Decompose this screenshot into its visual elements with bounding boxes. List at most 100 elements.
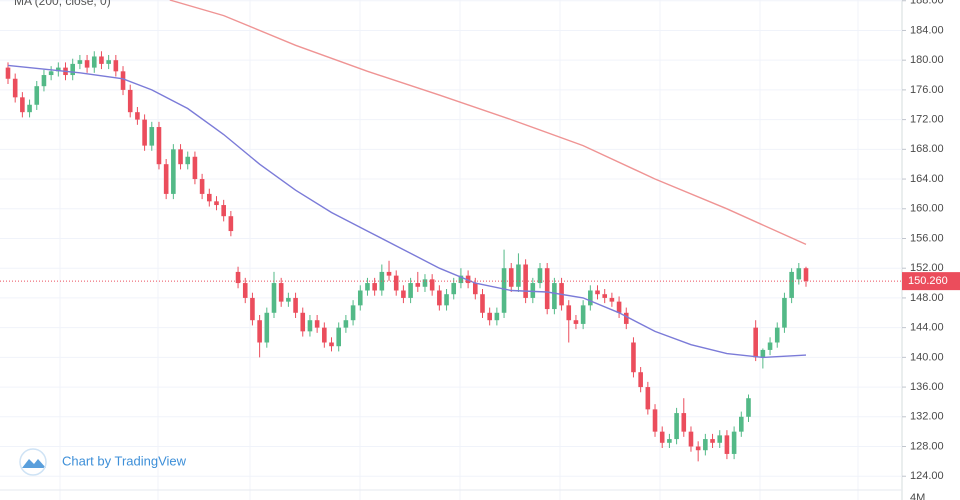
candle-body	[703, 439, 708, 451]
candle-body	[185, 156, 191, 165]
y-tick-label: 124.00	[910, 470, 944, 482]
candle-body	[264, 312, 270, 343]
candle-body	[372, 283, 377, 291]
plot	[0, 0, 902, 477]
candle-body	[422, 279, 428, 287]
candle-body	[494, 312, 500, 321]
candle-body	[566, 305, 572, 321]
logo-icon	[22, 459, 46, 468]
y-tick-label: 140.00	[910, 351, 944, 363]
candle-body	[544, 268, 550, 310]
y-tick-label: 160.00	[910, 203, 944, 215]
candle-body	[314, 320, 320, 328]
candle-body	[602, 294, 608, 298]
candle-body	[458, 275, 464, 284]
candle-body	[501, 268, 507, 313]
candle-body	[149, 127, 155, 146]
indicator-label: MA (200, close, 0)	[14, 0, 111, 8]
candle-body	[221, 205, 226, 217]
candle-body	[681, 413, 687, 432]
y-tick-label: 188.00	[910, 0, 944, 7]
candle-body	[113, 60, 119, 72]
candle-body	[336, 327, 342, 347]
y-tick-label: 176.00	[910, 84, 944, 96]
candle-body	[5, 67, 11, 79]
candle-body	[753, 327, 758, 358]
candle-body	[163, 164, 169, 194]
candle-body	[365, 283, 370, 291]
candle-body	[652, 409, 658, 432]
candle-body	[573, 320, 579, 324]
candle-body	[767, 342, 773, 350]
candle-body	[84, 60, 90, 68]
watermark: Chart by TradingView	[19, 448, 187, 476]
candle-body	[228, 216, 234, 232]
candle-body	[127, 89, 133, 113]
candle-body	[300, 312, 306, 332]
candle-body	[530, 283, 536, 298]
candle-body	[250, 297, 255, 321]
candle-body	[738, 416, 744, 432]
candle-body	[99, 56, 104, 64]
y-tick-label: 132.00	[910, 411, 944, 423]
candle-body	[616, 301, 622, 313]
last-price-label: 150.260	[908, 275, 948, 287]
y-tick-label: 168.00	[910, 143, 944, 155]
candle-body	[135, 112, 140, 120]
candle-body	[623, 312, 629, 324]
candle-body	[760, 349, 766, 358]
candle-body	[688, 431, 694, 447]
y-tick-label: 148.00	[910, 292, 944, 304]
candle-body	[199, 179, 205, 194]
candle-body	[472, 283, 478, 295]
candle-body	[674, 413, 679, 440]
candle-body	[731, 431, 737, 454]
y-tick-label: 184.00	[910, 24, 944, 36]
candle-body	[48, 71, 54, 76]
candle-body	[659, 431, 665, 443]
candle-body	[480, 294, 485, 313]
candle-body	[645, 387, 651, 410]
candle-body	[393, 275, 399, 291]
candle-body	[20, 97, 25, 113]
candle-body	[156, 127, 162, 165]
candle-body	[106, 60, 111, 64]
y-tick-label: 172.00	[910, 114, 944, 126]
candle-body	[631, 342, 636, 373]
candle-body	[516, 264, 521, 287]
vertical-grid	[59, 0, 859, 500]
candle-body	[552, 283, 557, 310]
candle-body	[12, 78, 18, 98]
candle-body	[386, 271, 392, 276]
candle-body	[357, 290, 363, 306]
candle-body	[171, 149, 176, 194]
y-tick-label: 164.00	[910, 173, 944, 185]
candle-body	[41, 75, 47, 87]
last-price-badge	[902, 272, 960, 291]
candle-body	[329, 342, 334, 347]
candle-body	[429, 279, 435, 291]
moving-average-line	[169, 0, 807, 246]
candle-body	[588, 290, 593, 306]
candle-body	[235, 271, 241, 284]
candle-body	[322, 327, 327, 343]
candle-body	[343, 320, 349, 328]
candle-body	[401, 290, 406, 298]
candle-body	[70, 63, 76, 76]
candle-body	[178, 149, 183, 165]
y-tick-label: 180.00	[910, 54, 944, 66]
candle-body	[214, 201, 219, 206]
candle-body	[142, 119, 147, 146]
candle-body	[803, 268, 809, 282]
candle-body	[724, 435, 730, 454]
candle-body	[77, 60, 83, 64]
moving-average-line	[7, 64, 807, 359]
candle-body	[206, 193, 212, 202]
candle-body	[710, 439, 715, 443]
candle-body	[796, 268, 802, 280]
candle-body	[782, 297, 787, 328]
candle-body	[580, 305, 586, 324]
candle-body	[508, 268, 514, 287]
